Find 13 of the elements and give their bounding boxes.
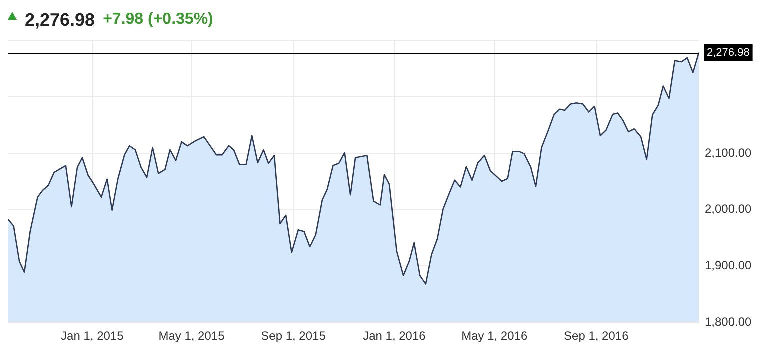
ref-line-label: 2,276.98: [707, 46, 750, 59]
y-tick-label: 2,000.00: [705, 202, 752, 216]
x-tick-label: Sep 1, 2015: [261, 329, 326, 343]
chart-title: 2,276.98: [25, 10, 96, 30]
x-tick-label: May 1, 2016: [462, 329, 528, 343]
x-tick-label: Sep 1, 2016: [564, 329, 630, 343]
x-tick-label: Jan 1, 2016: [363, 329, 426, 343]
y-tick-label: 1,800.00: [705, 315, 752, 329]
x-tick-label: May 1, 2015: [158, 329, 226, 343]
x-tick-label: Jan 1, 2015: [61, 329, 124, 343]
y-tick-label: 1,900.00: [705, 258, 752, 273]
y-tick-label: 2,100.00: [705, 146, 752, 160]
chart-subtitle: +7.98 (+0.35%): [103, 11, 214, 29]
